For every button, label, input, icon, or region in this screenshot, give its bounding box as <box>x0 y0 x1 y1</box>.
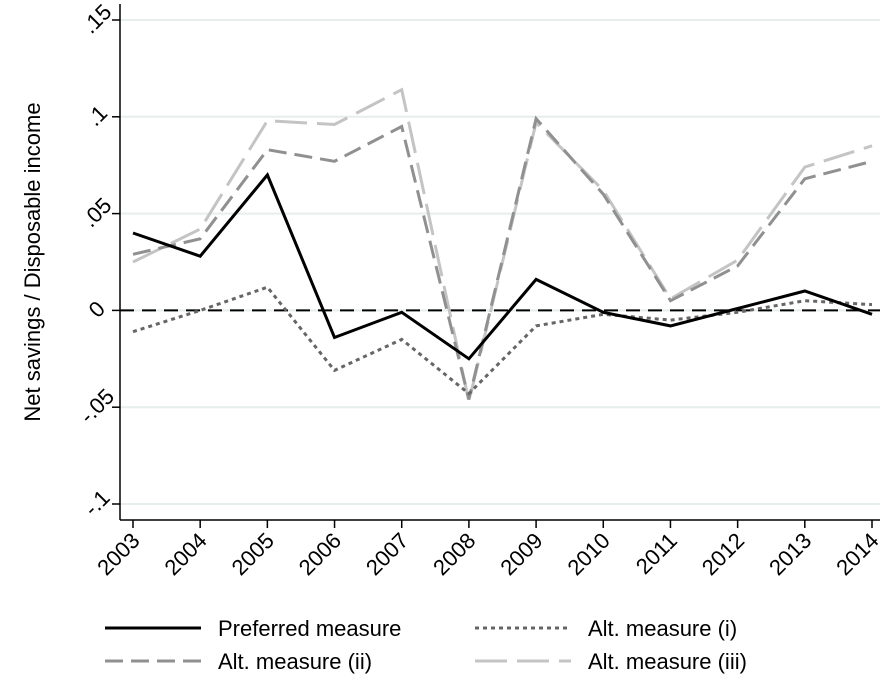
x-tick-label: 2013 <box>764 528 816 580</box>
x-tick-label: 2011 <box>631 528 682 579</box>
legend-label-alt-measure-iii: Alt. measure (iii) <box>588 649 747 674</box>
y-tick-label: .1 <box>81 100 112 131</box>
x-tick-label: 2005 <box>227 528 279 580</box>
series-line-alt-measure-ii <box>132 115 873 400</box>
x-tick-label: 2003 <box>92 528 144 580</box>
y-axis-title: Net savings / Disposable income <box>20 102 45 421</box>
legend-label-alt-measure-ii: Alt. measure (ii) <box>218 649 372 674</box>
y-tick-labels: -.1 -.05 0 .05 .1 .15 <box>75 0 119 521</box>
x-tick-label: 2012 <box>697 528 749 580</box>
y-tick-label: .15 <box>77 0 116 38</box>
x-tick-label: 2007 <box>361 528 413 580</box>
x-tick-label: 2014 <box>831 528 883 580</box>
series-line-alt-measure-i <box>132 285 873 396</box>
x-tick-labels: 2003 2004 2005 2006 2007 2008 2009 2010 2011 2012… <box>92 528 883 580</box>
y-tick-label: -.1 <box>79 485 115 521</box>
legend: Preferred measure Alt. measure (i) Alt. me… <box>105 616 747 674</box>
gridlines <box>120 19 880 505</box>
x-tick-label: 2008 <box>428 528 480 580</box>
series-line-preferred-measure <box>132 172 873 361</box>
y-tick-label: -.05 <box>75 384 119 428</box>
legend-label-alt-measure-i: Alt. measure (i) <box>588 616 737 641</box>
series-line-alt-measure-iii <box>132 87 873 402</box>
axes <box>112 4 880 528</box>
legend-label-preferred-measure: Preferred measure <box>218 616 401 641</box>
y-tick-label: 0 <box>84 296 110 322</box>
series-lines <box>132 87 873 402</box>
y-tick-label: .05 <box>77 193 116 232</box>
x-tick-label: 2004 <box>159 528 211 580</box>
x-tick-label: 2009 <box>495 528 547 580</box>
x-tick-label: 2006 <box>294 528 346 580</box>
x-tick-label: 2010 <box>563 528 615 580</box>
